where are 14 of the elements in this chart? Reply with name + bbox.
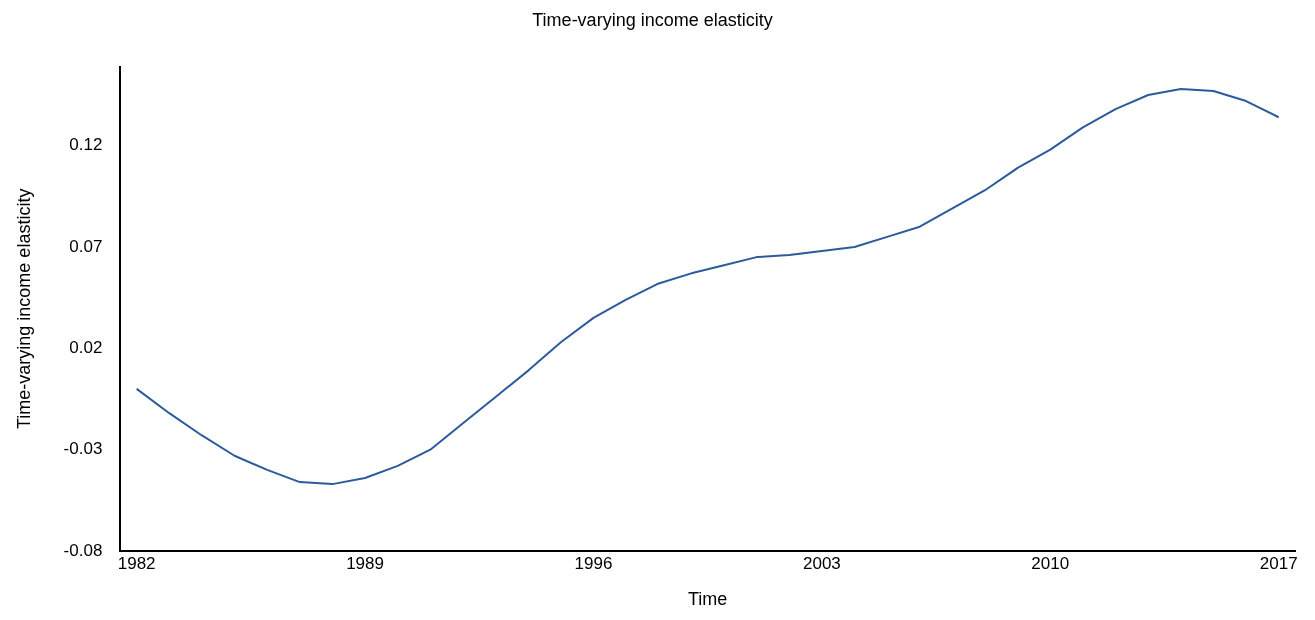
y-tick-label: 0.07 <box>69 236 103 256</box>
x-tick-label: 2003 <box>802 553 841 573</box>
y-tick-label: -0.08 <box>63 540 103 560</box>
y-axis-title: Time-varying income elasticity <box>13 188 34 429</box>
x-tick-label: 1982 <box>117 553 156 573</box>
y-tick-label: 0.02 <box>69 338 103 358</box>
x-axis-title: Time <box>688 589 728 610</box>
chart-title: Time-varying income elasticity <box>532 9 773 30</box>
y-tick-label: -0.03 <box>63 439 103 459</box>
x-tick-label: 1989 <box>346 553 384 573</box>
x-tick-label: 2010 <box>1031 553 1070 573</box>
x-tick-label: 1996 <box>574 553 613 573</box>
x-tick-label: 2017 <box>1259 553 1298 573</box>
y-tick-label: 0.12 <box>69 135 103 155</box>
